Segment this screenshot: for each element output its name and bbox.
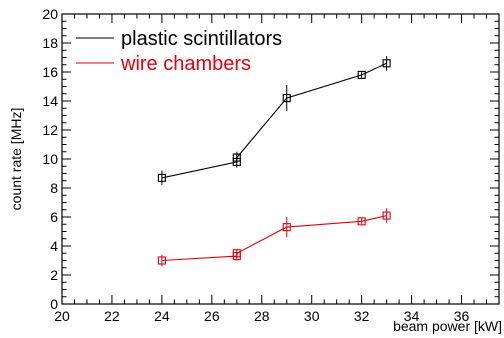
legend-label: wire chambers — [120, 53, 251, 75]
y-tick-label: 20 — [42, 6, 58, 22]
y-tick-label: 14 — [42, 93, 58, 109]
x-tick-label: 22 — [104, 308, 120, 324]
y-tick-label: 10 — [42, 151, 58, 167]
x-tick-label: 26 — [204, 308, 220, 324]
y-tick-label: 2 — [50, 267, 58, 283]
y-axis-label: count rate [MHz] — [8, 108, 24, 211]
x-tick-label: 24 — [154, 308, 170, 324]
y-tick-label: 12 — [42, 122, 58, 138]
data-point — [157, 173, 166, 182]
series-line — [161, 215, 387, 262]
x-tick-label: 36 — [454, 308, 470, 324]
data-point — [282, 223, 291, 232]
y-tick-label: 16 — [42, 64, 58, 80]
data-point — [357, 217, 366, 226]
x-tick-label: 28 — [254, 308, 270, 324]
data-point — [232, 249, 241, 258]
y-tick-label: 4 — [50, 238, 58, 254]
data-point — [282, 94, 291, 103]
series-line — [161, 62, 387, 179]
series-1 — [157, 208, 391, 267]
y-tick-label: 18 — [42, 35, 58, 51]
legend: plastic scintillators wire chambers — [76, 28, 282, 75]
x-axis-label: beam power [kW] — [393, 318, 502, 334]
axis-ticks — [61, 13, 500, 305]
data-point — [382, 59, 391, 68]
x-tick-label: 32 — [354, 308, 370, 324]
y-tick-label: 8 — [50, 180, 58, 196]
data-point — [157, 256, 166, 265]
legend-label: plastic scintillators — [121, 28, 282, 50]
x-tick-label: 20 — [54, 308, 70, 324]
data-point — [232, 153, 241, 162]
y-tick-label: 6 — [50, 209, 58, 225]
series-0 — [157, 56, 391, 186]
series-layer — [157, 56, 391, 267]
data-point — [357, 70, 366, 79]
data-point — [382, 211, 391, 220]
x-tick-label: 34 — [404, 308, 420, 324]
y-tick-label: 0 — [50, 296, 58, 312]
x-tick-label: 30 — [304, 308, 320, 324]
